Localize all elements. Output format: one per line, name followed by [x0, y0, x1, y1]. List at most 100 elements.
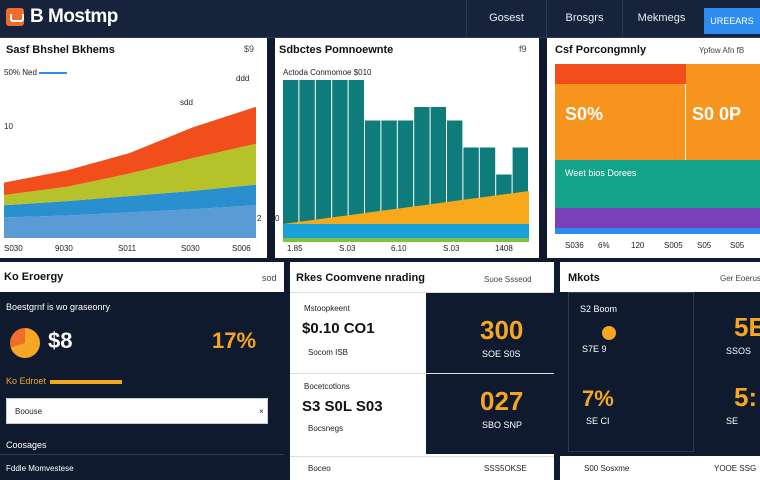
right-footer-left[interactable]: S00 Sosxme [584, 464, 630, 473]
bar-x-tick: 1.85 [287, 244, 303, 253]
bar-c5 [348, 80, 364, 242]
left-card-progress [50, 380, 122, 384]
area-chart-meta: $9 [244, 44, 255, 54]
right-row2-right-sub: SE [726, 416, 739, 426]
bar-overlay-green [283, 238, 529, 242]
bar-overlay-blue [283, 224, 529, 242]
proportion-x-tick: S005 [664, 241, 683, 250]
bar-chart [283, 80, 529, 242]
mid-row1-sub: Socom ISB [308, 348, 349, 357]
mid-footer-left[interactable]: Boceo [308, 464, 331, 473]
area-x-tick: S030 [4, 244, 23, 253]
proportion-cell-1-value: S0% [565, 104, 604, 124]
proportion-title: Csf Porcongmnly [555, 44, 647, 56]
area-chart-title: Sasf Bhshel Bkhems [6, 44, 115, 56]
mid-card-heading: Rkes Coomvene nrading [296, 272, 425, 284]
proportion-cell-2: S0 0P [686, 64, 760, 160]
area-series-light-blue [4, 205, 256, 238]
nav-tab-2[interactable]: Brosgrs [546, 0, 622, 37]
right-card-header: Mkots Ger Eoerus [560, 262, 760, 292]
right-card: Mkots Ger Eoerus S2 Boom S7E 9 5E SSOS 7… [560, 262, 760, 480]
nav-tab-1[interactable]: Gosest [466, 0, 546, 37]
left-card-section1[interactable]: Coosages [6, 440, 47, 450]
bar-chart-panel: Sdbctes Pomnoewnte f9 Actoda Conmomoe $0… [275, 38, 539, 258]
bar-x-tick: 6.10 [391, 244, 407, 253]
left-card-meta: sod [262, 273, 277, 283]
left-card-input-text: Boouse [15, 407, 43, 416]
right-row1-sub: S7E 9 [582, 344, 607, 354]
divider [290, 373, 554, 374]
mid-row1-tile: 300 SOE S0S [426, 293, 554, 373]
area-x-tick: S011 [118, 244, 137, 253]
proportion-x-tick: S05 [697, 241, 712, 250]
right-row1-big-sub: SSOS [726, 346, 752, 356]
divider [290, 456, 554, 457]
mid-row2-big-sub: SBO SNP [482, 420, 523, 430]
left-card: Ko Eroergy sod Boestgrnf is wo graseonry… [0, 262, 284, 480]
divider [0, 454, 284, 455]
mid-card: Rkes Coomvene nrading Suoe Ssseod Mstoop… [290, 262, 554, 480]
right-card-meta: Ger Eoerus [720, 274, 760, 283]
area-chart-panel: Sasf Bhshel Bkhems $9 50% Ned ddd sdd 10… [0, 38, 267, 258]
proportion-band-teal: Weet bios Dorees [555, 160, 760, 208]
nav-tab-3[interactable]: Mekmegs [622, 0, 700, 37]
area-legend: 50% Ned [4, 68, 68, 77]
divider [290, 292, 554, 293]
left-card-percent: 17% [212, 328, 257, 353]
right-row2-big: 7% [582, 386, 614, 411]
area-x-tick: 9030 [55, 244, 73, 253]
left-card-value: $8 [48, 328, 73, 353]
area-y-tick: 10 [4, 122, 13, 131]
right-card-footer: S00 Sosxme YOOE SSG [560, 456, 760, 480]
action-button[interactable]: UREEARS [704, 8, 760, 34]
mid-card-meta: Suoe Ssseod [484, 275, 532, 284]
bar-c3 [315, 80, 332, 242]
proportion-cell-2-value: S0 0P [692, 104, 742, 124]
pie-icon [602, 326, 616, 340]
bar-c1 [283, 80, 299, 242]
bar-x-tick: S.03 [443, 244, 460, 253]
mid-row2-big: 027 [480, 386, 524, 416]
right-row2-right: 5: [734, 382, 758, 412]
proportion-meta: Ypfow Afn fB [699, 46, 745, 55]
mid-row2-label: Bocetcotlons [304, 382, 350, 391]
bar-c4 [332, 80, 348, 242]
mid-row2-tile: 027 SBO SNP [426, 374, 554, 454]
bar-chart-meta: f9 [519, 44, 527, 54]
mid-row2-value: S3 S0L S03 [302, 398, 383, 415]
proportion-mid-label: Weet bios Dorees [565, 168, 637, 178]
mid-row2-sub: Bocsnegs [308, 424, 344, 433]
proportion-x-tick: 120 [631, 241, 645, 250]
proportion-cell-1: S0% [555, 84, 685, 160]
right-footer-right[interactable]: YOOE SSG [714, 464, 757, 473]
bar-c2 [299, 80, 315, 242]
area-series-blue [4, 184, 256, 218]
bar-chart-subtitle: Actoda Conmomoe $010 [283, 68, 372, 77]
bar-x-tick: S.03 [339, 244, 356, 253]
left-card-section2[interactable]: Fddle Momvestese [6, 464, 74, 473]
proportion-x-tick: S036 [565, 241, 584, 250]
area-chart [4, 106, 256, 238]
mid-footer-right[interactable]: SSS5OKSE [484, 464, 527, 473]
donut-icon [10, 328, 40, 358]
right-row2-sub: SE CI [586, 416, 610, 426]
area-x-tick: S030 [181, 244, 200, 253]
area-tag-2: sdd [180, 98, 193, 107]
right-row1-label: S2 Boom [580, 304, 618, 314]
left-card-subtitle: Boestgrnf is wo graseonry [6, 302, 111, 312]
dismiss-icon[interactable]: × [259, 407, 264, 416]
area-y-tick-2: 2 [257, 214, 262, 223]
right-card-tile [568, 292, 694, 452]
right-card-heading: Mkots [568, 272, 600, 284]
left-card-label: Ko Edroet [6, 376, 47, 386]
bar-y-tick: 0 [275, 214, 280, 223]
proportion-x-tick: 6% [598, 241, 610, 250]
area-series-red [4, 106, 256, 195]
left-card-heading: Ko Eroergy [4, 271, 64, 283]
brand-title: B Mostmp [30, 6, 118, 27]
area-tag-1: ddd [236, 74, 250, 83]
proportion-panel: Csf Porcongmnly Ypfow Afn fB S0% S0 0P W… [547, 38, 760, 258]
left-card-header: Ko Eroergy sod [0, 262, 284, 292]
proportion-band-blue [555, 228, 760, 234]
left-card-input[interactable]: Boouse × [6, 398, 268, 424]
